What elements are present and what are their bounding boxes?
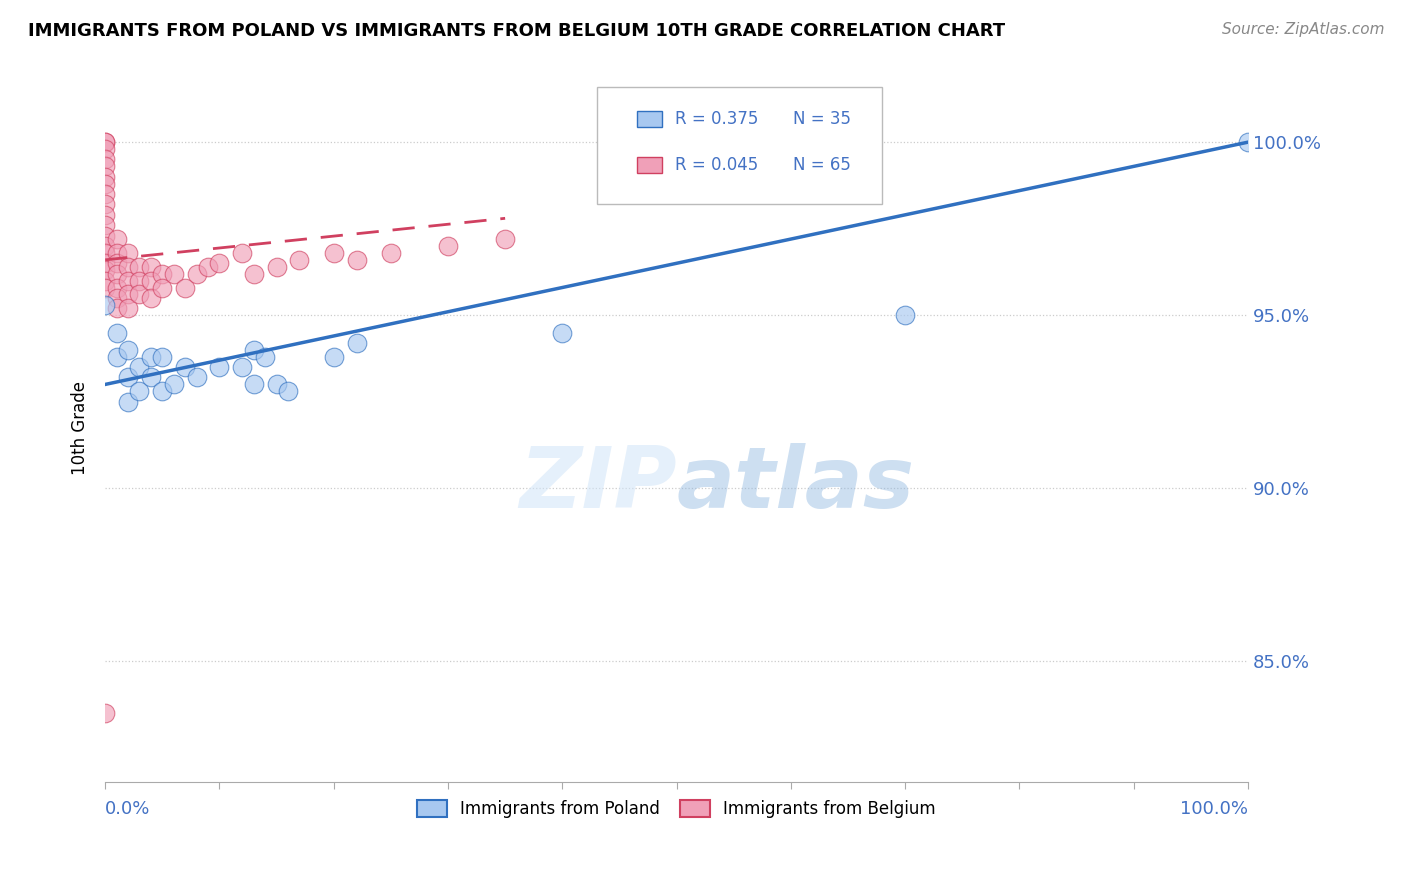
Point bbox=[105, 232, 128, 246]
Point bbox=[105, 280, 128, 294]
Text: R = 0.045: R = 0.045 bbox=[675, 156, 759, 174]
Point bbox=[163, 267, 186, 281]
Point bbox=[139, 350, 162, 364]
Point bbox=[163, 377, 186, 392]
Point bbox=[94, 160, 117, 174]
Point bbox=[266, 260, 288, 274]
Point bbox=[231, 360, 253, 375]
Point bbox=[174, 360, 197, 375]
Point bbox=[494, 232, 516, 246]
Text: atlas: atlas bbox=[676, 443, 915, 526]
Point bbox=[94, 208, 117, 222]
Point bbox=[105, 256, 128, 270]
Point bbox=[94, 187, 117, 202]
Point bbox=[94, 274, 117, 288]
Point bbox=[346, 252, 368, 267]
Point bbox=[150, 280, 173, 294]
Point bbox=[128, 287, 150, 301]
Point bbox=[117, 260, 139, 274]
Point bbox=[105, 267, 128, 281]
Point bbox=[117, 246, 139, 260]
Point bbox=[94, 153, 117, 167]
Point bbox=[174, 280, 197, 294]
Text: N = 35: N = 35 bbox=[793, 110, 851, 128]
Point bbox=[288, 252, 311, 267]
Point bbox=[105, 326, 128, 340]
Point bbox=[380, 246, 402, 260]
Point bbox=[197, 260, 219, 274]
Point bbox=[117, 370, 139, 384]
Point bbox=[322, 246, 344, 260]
Point bbox=[208, 256, 231, 270]
Point bbox=[128, 260, 150, 274]
Point bbox=[105, 301, 128, 316]
Point bbox=[139, 291, 162, 305]
Point bbox=[150, 350, 173, 364]
Point bbox=[94, 246, 117, 260]
Point bbox=[94, 169, 117, 184]
Point bbox=[94, 219, 117, 233]
Point bbox=[117, 287, 139, 301]
Text: 100.0%: 100.0% bbox=[1180, 800, 1249, 818]
Point bbox=[117, 343, 139, 357]
Point bbox=[242, 343, 264, 357]
Text: Source: ZipAtlas.com: Source: ZipAtlas.com bbox=[1222, 22, 1385, 37]
Point bbox=[94, 706, 117, 720]
Text: IMMIGRANTS FROM POLAND VS IMMIGRANTS FROM BELGIUM 10TH GRADE CORRELATION CHART: IMMIGRANTS FROM POLAND VS IMMIGRANTS FRO… bbox=[28, 22, 1005, 40]
Point bbox=[437, 239, 460, 253]
Point bbox=[150, 384, 173, 399]
Point bbox=[128, 384, 150, 399]
Point bbox=[128, 274, 150, 288]
Point bbox=[242, 267, 264, 281]
Text: R = 0.375: R = 0.375 bbox=[675, 110, 759, 128]
Text: ZIP: ZIP bbox=[519, 443, 676, 526]
Point bbox=[94, 298, 117, 312]
Point bbox=[254, 350, 277, 364]
Point bbox=[117, 394, 139, 409]
Point bbox=[139, 260, 162, 274]
Point bbox=[277, 384, 299, 399]
Point bbox=[94, 197, 117, 211]
Point bbox=[94, 256, 117, 270]
Point bbox=[231, 246, 253, 260]
Point bbox=[94, 239, 117, 253]
FancyBboxPatch shape bbox=[596, 87, 882, 204]
Point bbox=[105, 291, 128, 305]
Point bbox=[94, 177, 117, 191]
Text: N = 65: N = 65 bbox=[793, 156, 851, 174]
Point bbox=[1237, 135, 1260, 149]
Point bbox=[94, 263, 117, 277]
Point bbox=[208, 360, 231, 375]
Point bbox=[128, 360, 150, 375]
Point bbox=[94, 142, 117, 156]
Point bbox=[346, 335, 368, 350]
Point bbox=[117, 301, 139, 316]
Y-axis label: 10th Grade: 10th Grade bbox=[72, 381, 89, 475]
Point bbox=[186, 267, 208, 281]
Point bbox=[186, 370, 208, 384]
Point bbox=[322, 350, 344, 364]
Point bbox=[94, 280, 117, 294]
Point bbox=[266, 377, 288, 392]
Point bbox=[139, 274, 162, 288]
Point bbox=[139, 370, 162, 384]
Point bbox=[242, 377, 264, 392]
Legend: Immigrants from Poland, Immigrants from Belgium: Immigrants from Poland, Immigrants from … bbox=[411, 794, 943, 825]
Point bbox=[94, 135, 117, 149]
Point bbox=[105, 350, 128, 364]
Point bbox=[117, 274, 139, 288]
Point bbox=[894, 308, 917, 322]
Point bbox=[551, 326, 574, 340]
Point bbox=[105, 246, 128, 260]
Text: 0.0%: 0.0% bbox=[105, 800, 150, 818]
Bar bbox=[637, 157, 662, 173]
Point bbox=[94, 228, 117, 243]
Bar bbox=[637, 112, 662, 127]
Point bbox=[94, 135, 117, 149]
Point bbox=[150, 267, 173, 281]
